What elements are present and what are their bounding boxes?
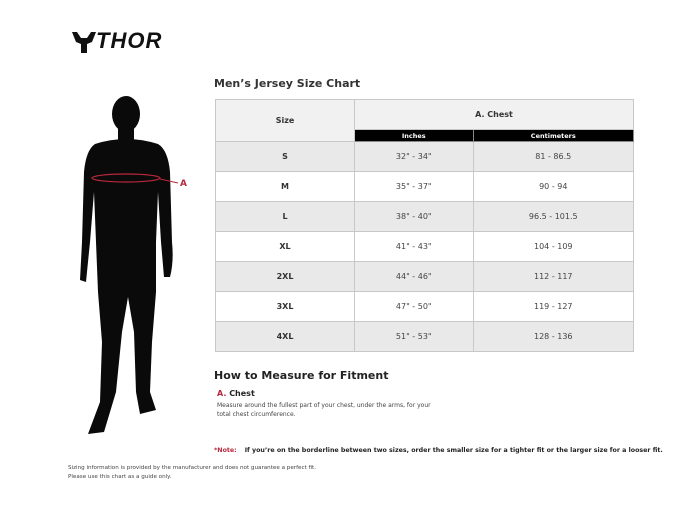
measure-title: How to Measure for Fitment (214, 369, 389, 382)
fit-note: *Note: If you’re on the borderline betwee… (214, 447, 663, 454)
table-row: 3XL 47" - 50" 119 - 127 (215, 291, 635, 322)
centimeters-cell: 112 - 117 (472, 261, 635, 292)
table-row: 2XL 44" - 46" 112 - 117 (215, 261, 635, 292)
centimeters-header: Centimeters (472, 129, 635, 142)
centimeters-cell: 104 - 109 (472, 231, 635, 262)
inches-cell: 51" - 53" (354, 321, 474, 352)
size-header: Size (215, 99, 355, 142)
chest-label: Chest (229, 389, 255, 398)
centimeters-cell: 119 - 127 (472, 291, 635, 322)
body-silhouette (80, 96, 179, 434)
size-cell: 2XL (215, 261, 355, 292)
centimeters-cell: 81 - 86.5 (472, 141, 635, 172)
size-cell: L (215, 201, 355, 232)
table-row: XL 41" - 43" 104 - 109 (215, 231, 635, 262)
size-cell: S (215, 141, 355, 172)
logo-wordmark: THOR (96, 28, 163, 53)
disclaimer: Sizing information is provided by the ma… (68, 464, 316, 482)
size-cell: M (215, 171, 355, 202)
size-chart-table: Size A. Chest Inches Centimeters S 32" - … (215, 99, 635, 352)
note-label: *Note: (214, 447, 237, 454)
inches-cell: 35" - 37" (354, 171, 474, 202)
chest-header: A. Chest (354, 99, 634, 130)
thor-logo-icon (72, 32, 96, 53)
chest-heading: A. Chest (217, 389, 255, 398)
centimeters-cell: 128 - 136 (472, 321, 635, 352)
centimeters-cell: 96.5 - 101.5 (472, 201, 635, 232)
inches-cell: 38" - 40" (354, 201, 474, 232)
disclaimer-line-1: Sizing information is provided by the ma… (68, 465, 317, 471)
size-cell: XL (215, 231, 355, 262)
centimeters-cell: 90 - 94 (472, 171, 635, 202)
disclaimer-line-2: Please use this chart as a guide only. (68, 474, 172, 480)
table-row: L 38" - 40" 96.5 - 101.5 (215, 201, 635, 232)
chest-description: Measure around the fullest part of your … (217, 402, 431, 418)
table-row: S 32" - 34" 81 - 86.5 (215, 141, 635, 172)
table-row: M 35" - 37" 90 - 94 (215, 171, 635, 202)
note-text: If you’re on the borderline between two … (244, 447, 663, 454)
inches-cell: 32" - 34" (354, 141, 474, 172)
table-row: 4XL 51" - 53" 128 - 136 (215, 321, 635, 352)
size-cell: 4XL (215, 321, 355, 352)
inches-cell: 44" - 46" (354, 261, 474, 292)
inches-cell: 41" - 43" (354, 231, 474, 262)
chest-letter: A. (217, 389, 227, 398)
chest-marker-label: A (180, 179, 187, 189)
inches-cell: 47" - 50" (354, 291, 474, 322)
size-cell: 3XL (215, 291, 355, 322)
chart-title: Men’s Jersey Size Chart (214, 77, 361, 90)
inches-header: Inches (354, 129, 474, 142)
